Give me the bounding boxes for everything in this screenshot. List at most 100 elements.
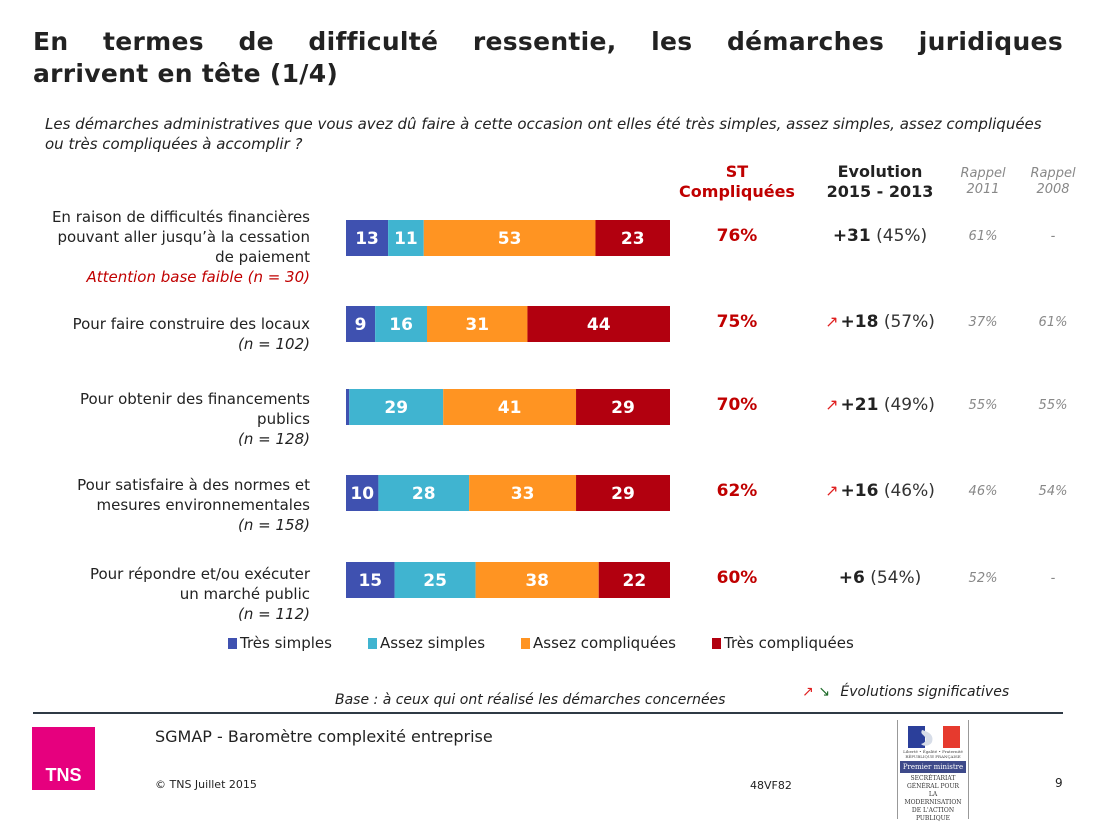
st-compliquees-value: 70% <box>716 395 758 415</box>
bar-data-label: 29 <box>384 398 408 418</box>
evolution-delta: +16 <box>840 481 879 501</box>
bar-data-label: 29 <box>611 398 635 418</box>
evolution-value: ↗ +18 (57%) <box>800 312 960 332</box>
row-label-line: Pour faire construire des locaux <box>72 315 310 333</box>
legend-item-tres-simples: Très simples <box>228 634 332 652</box>
column-header-evo-line-2: 2015 - 2013 <box>826 182 934 201</box>
evolution-delta: +21 <box>840 395 879 415</box>
bar-data-label: 53 <box>498 229 522 249</box>
row-label-line: Pour répondre et/ou exécuter <box>89 565 310 583</box>
row-label-line: de paiement <box>215 248 310 266</box>
tns-logo: TNS <box>32 727 95 790</box>
rappel-2008-value: 54% <box>1038 484 1068 499</box>
bar-data-label: 31 <box>465 315 489 335</box>
rappel-2011-value: 55% <box>968 398 998 413</box>
evolution-value: ↗ +21 (49%) <box>800 395 960 415</box>
slide-title-line-2: arrivent en tête (1/4) <box>33 59 339 88</box>
bar-segment <box>576 389 670 425</box>
bar-segment <box>576 475 670 511</box>
slide-title: En termes de difficulté ressentie, les d… <box>33 26 1063 90</box>
legend-item-assez-simples: Assez simples <box>367 634 486 652</box>
bar-data-label: 23 <box>621 229 645 249</box>
evolution-2013-value: (57%) <box>883 312 935 332</box>
evolution-delta: +18 <box>840 312 879 332</box>
legend-swatch <box>367 637 377 649</box>
page-number: 9 <box>1055 776 1063 790</box>
row-base-size: (n = 112) <box>238 605 310 623</box>
arrow-down-icon: ↘ <box>818 684 830 700</box>
column-header-st-line-2: Compliquées <box>679 182 795 201</box>
base-note: Base : à ceux qui ont réalisé les démarc… <box>335 692 726 708</box>
bar-data-label: 28 <box>412 484 436 504</box>
column-header-r2008-line-2: 2008 <box>1036 182 1070 197</box>
evolution-2013-value: (45%) <box>876 226 928 246</box>
significant-increase-icon: ↗ <box>825 395 839 414</box>
gov-org-line: PUBLIQUE <box>915 815 951 822</box>
government-logo: Liberté • Égalité • Fraternité RÉPUBLIQU… <box>897 720 969 822</box>
gov-motto-text: Liberté • Égalité • Fraternité <box>903 749 963 754</box>
bar-segment <box>346 562 395 598</box>
row-label-line: Pour obtenir des financements <box>79 390 310 408</box>
row-label-line: En raison de difficultés financières <box>51 208 310 226</box>
legend-label: Assez compliquées <box>533 634 676 652</box>
st-compliquees-value: 62% <box>716 481 758 501</box>
bar-data-label: 33 <box>511 484 535 504</box>
bar-segment <box>378 475 470 511</box>
copyright: © TNS Juillet 2015 <box>155 778 257 791</box>
bar-data-label: 9 <box>355 315 367 335</box>
bar-data-label: 29 <box>611 484 635 504</box>
bar-segment <box>527 306 670 342</box>
gov-org-line: DE L'ACTION <box>911 807 955 814</box>
chart-legend: Très simples Assez simples Assez compliq… <box>228 634 890 652</box>
gov-org-line: SECRÉTARIAT <box>910 775 956 782</box>
row-label: Pour obtenir des financements publics (n =… <box>80 389 310 449</box>
evolution-2013-value: (54%) <box>870 568 922 588</box>
bar-segment <box>595 220 670 256</box>
column-header-r2011-line-1: Rappel <box>960 166 1006 181</box>
column-header-st-compliquees: ST Compliquées <box>672 162 802 202</box>
legend-swatch <box>521 637 531 649</box>
legend-swatch <box>228 637 237 649</box>
marianne-flag-icon <box>908 726 960 748</box>
bar-data-label: 16 <box>389 315 413 335</box>
column-header-rappel-2008: Rappel 2008 <box>1020 166 1086 198</box>
evolution-2013-value: (46%) <box>883 481 935 501</box>
gov-org-line: LA MODERNISATION <box>904 791 962 806</box>
row-base-size: (n = 158) <box>238 516 310 534</box>
rappel-2008-value: - <box>1050 571 1056 586</box>
column-header-r2008-line-1: Rappel <box>1030 166 1076 181</box>
gov-org-line: GÉNÉRAL POUR <box>906 783 960 790</box>
bar-data-label: 13 <box>355 229 379 249</box>
bar-data-label: 25 <box>423 571 447 591</box>
row-label: En raison de difficultés financières pouv… <box>52 207 310 287</box>
gov-ministry: Premier ministre <box>900 761 966 773</box>
bar-data-label: 41 <box>498 398 522 418</box>
row-label-line: mesures environnementales <box>96 496 310 514</box>
bar-segment <box>346 475 379 511</box>
footer-divider <box>33 712 1063 714</box>
bar-segment <box>346 389 350 425</box>
bar-segment <box>423 220 596 256</box>
row-label: Pour satisfaire à des normes et mesures e… <box>77 475 310 535</box>
legend-item-tres-compliquees: Très compliquées <box>712 634 854 652</box>
bar-segment <box>375 306 427 342</box>
bar-data-label: 44 <box>587 315 611 335</box>
rappel-2008-value: 61% <box>1038 315 1068 330</box>
row-base-size: (n = 128) <box>238 430 310 448</box>
rappel-2008-value: 55% <box>1038 398 1068 413</box>
significance-label: Évolutions significatives <box>840 684 1010 700</box>
bar-segment <box>394 562 476 598</box>
row-label-line: Pour satisfaire à des normes et <box>77 476 310 494</box>
rappel-2011-value: 61% <box>968 229 998 244</box>
low-base-warning: Attention base faible (n = 30) <box>86 268 310 286</box>
significant-increase-icon: ↗ <box>825 481 839 500</box>
st-compliquees-value: 75% <box>716 312 758 332</box>
legend-label: Assez simples <box>379 634 486 652</box>
legend-swatch <box>712 637 721 649</box>
gov-republic-text: RÉPUBLIQUE FRANÇAISE <box>905 754 961 759</box>
bar-segment <box>443 389 577 425</box>
row-label: Pour faire construire des locaux (n = 102… <box>73 314 310 354</box>
row-label: Pour répondre et/ou exécuter un marché pu… <box>90 564 310 624</box>
significance-note: ↗ ↘ Évolutions significatives <box>802 684 1009 700</box>
